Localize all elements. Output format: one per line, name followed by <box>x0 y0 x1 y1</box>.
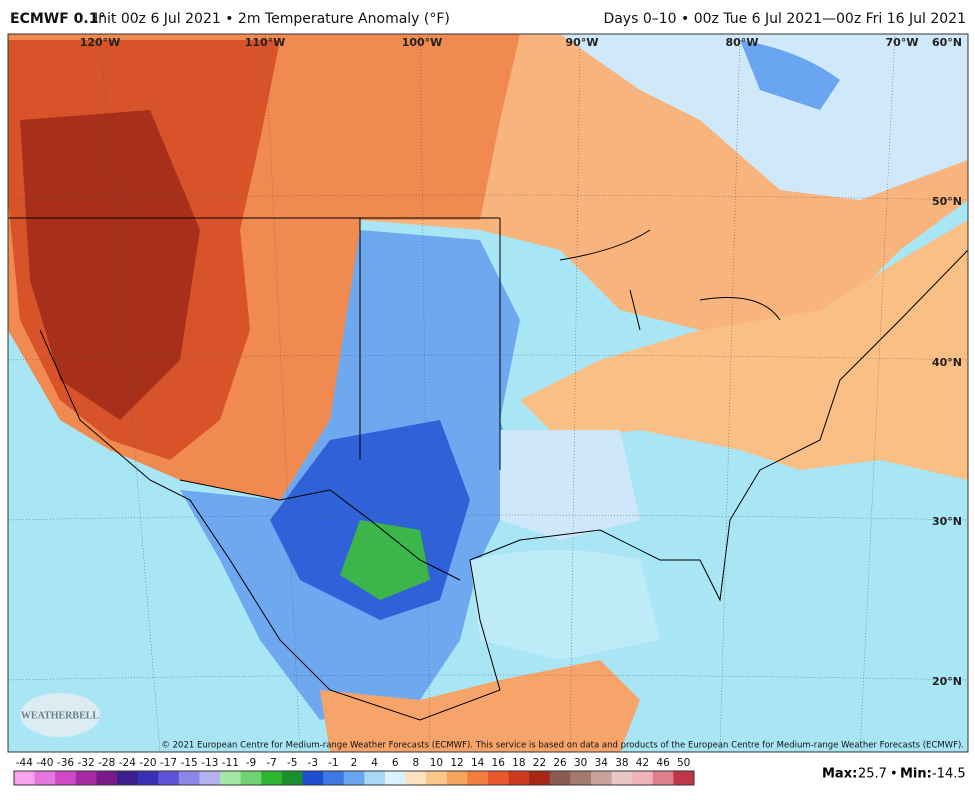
color-swatch <box>158 771 180 785</box>
color-swatch <box>117 771 139 785</box>
lon-label: 120°W <box>80 36 121 49</box>
colorbar-tick-label: 10 <box>430 757 443 769</box>
lat-label: 50°N <box>932 195 962 208</box>
colorbar-tick-label: -24 <box>119 757 136 769</box>
color-swatch <box>611 771 633 785</box>
colorbar-tick-label: -9 <box>246 757 256 769</box>
color-swatch <box>34 771 56 785</box>
colorbar-tick-label: 42 <box>636 757 649 769</box>
colorbar-tick-label: 14 <box>471 757 485 769</box>
color-swatch <box>467 771 489 785</box>
color-swatch <box>96 771 118 785</box>
lon-label: 100°W <box>402 36 443 49</box>
colorbar-tick-label: 2 <box>351 757 358 769</box>
color-swatch <box>137 771 159 785</box>
color-swatch <box>75 771 97 785</box>
color-swatch <box>343 771 365 785</box>
lon-label: 70°W <box>886 36 919 49</box>
colorbar-tick-label: -3 <box>308 757 318 769</box>
colorbar-tick-label: -40 <box>36 757 53 769</box>
lon-label: 90°W <box>566 36 599 49</box>
color-swatch <box>261 771 283 785</box>
color-swatch <box>281 771 303 785</box>
colorbar-tick-label: -13 <box>201 757 218 769</box>
color-swatch <box>364 771 386 785</box>
colorbar-tick-label: -1 <box>328 757 338 769</box>
color-swatch <box>529 771 551 785</box>
color-swatch <box>426 771 448 785</box>
min-label: Min: <box>900 767 932 782</box>
color-swatch <box>508 771 530 785</box>
colorbar-frame <box>13 770 695 786</box>
lon-label: 110°W <box>245 36 286 49</box>
color-swatch <box>405 771 427 785</box>
colorbar-tick-label: -7 <box>266 757 276 769</box>
min-value: -14.5 <box>932 767 966 782</box>
color-swatch <box>220 771 242 785</box>
colorbar-tick-label: 46 <box>656 757 670 769</box>
colorbar-tick-label: 4 <box>371 757 378 769</box>
map-frame <box>7 33 969 753</box>
color-swatch <box>652 771 674 785</box>
logo: WEATHERBELL <box>21 710 99 721</box>
color-swatch <box>240 771 262 785</box>
color-swatch <box>199 771 221 785</box>
colorbar-tick-label: -5 <box>287 757 297 769</box>
max-value: 25.7 <box>858 767 887 782</box>
colorbar-tick-label: -32 <box>78 757 95 769</box>
lat-label: 40°N <box>932 356 962 369</box>
color-swatch <box>55 771 77 785</box>
color-swatch <box>323 771 345 785</box>
color-swatch <box>446 771 468 785</box>
colorbar-tick-label: 34 <box>595 757 609 769</box>
colorbar-tick-label: -15 <box>181 757 198 769</box>
colorbar-tick-label: -28 <box>98 757 115 769</box>
colorbar-tick-label: -17 <box>160 757 177 769</box>
color-swatch <box>384 771 407 785</box>
colorbar-tick-label: 26 <box>553 757 567 769</box>
color-swatch <box>487 771 510 785</box>
period: Days 0–10 • 00z Tue 6 Jul 2021—00z Fri 1… <box>603 11 966 27</box>
title-rest: Init 00z 6 Jul 2021 • 2m Temperature Ano… <box>94 11 450 27</box>
colorbar-tick-label: -11 <box>222 757 239 769</box>
map: 120°W 110°W 100°W 90°W 80°W 70°W 60°N 50°N 40°N… <box>8 34 968 752</box>
lat-label: 30°N <box>932 515 962 528</box>
colorbar-tick-label: 50 <box>677 757 690 769</box>
colorbar-tick-label: 12 <box>450 757 463 769</box>
colorbar-tick-label: 38 <box>615 757 628 769</box>
logo-badge <box>20 693 100 737</box>
lat-labels: 60°N 50°N 40°N 30°N 20°N <box>932 36 962 688</box>
color-swatch <box>632 771 654 785</box>
stats: Max: 25.7 • Min: -14.5 <box>822 767 966 782</box>
colorbar-tick-label: 16 <box>492 757 506 769</box>
colorbar-tick-label: 8 <box>412 757 419 769</box>
copyright: © 2021 European Centre for Medium-range … <box>161 741 964 751</box>
colorbar-tick-label: 18 <box>512 757 525 769</box>
title-bold: ECMWF 0.1° <box>10 11 105 27</box>
color-swatch <box>302 771 324 785</box>
color-swatch <box>549 771 571 785</box>
lat-label: 60°N <box>932 36 962 49</box>
colorbar: -44 -40 -36 -32 -28 -24 -20 -17 -15 -13 -11 -9 -7 -5-… <box>13 757 695 786</box>
lon-label: 80°W <box>726 36 759 49</box>
lon-labels: 120°W 110°W 100°W 90°W 80°W 70°W <box>80 36 919 49</box>
colorbar-tick-label: 22 <box>533 757 546 769</box>
colorbar-tick-label: 6 <box>392 757 399 769</box>
color-swatch <box>673 771 695 785</box>
colorbar-tick-label: -44 <box>16 757 33 769</box>
lat-label: 20°N <box>932 675 962 688</box>
color-swatch <box>570 771 592 785</box>
colorbar-tick-label: -36 <box>57 757 74 769</box>
color-swatch <box>14 771 36 785</box>
colorbar-tick-label: 30 <box>574 757 587 769</box>
color-swatch <box>590 771 613 785</box>
colorbar-tick-label: -20 <box>139 757 156 769</box>
separator: • <box>890 767 898 782</box>
max-label: Max: <box>822 767 857 782</box>
color-swatch <box>178 771 200 785</box>
